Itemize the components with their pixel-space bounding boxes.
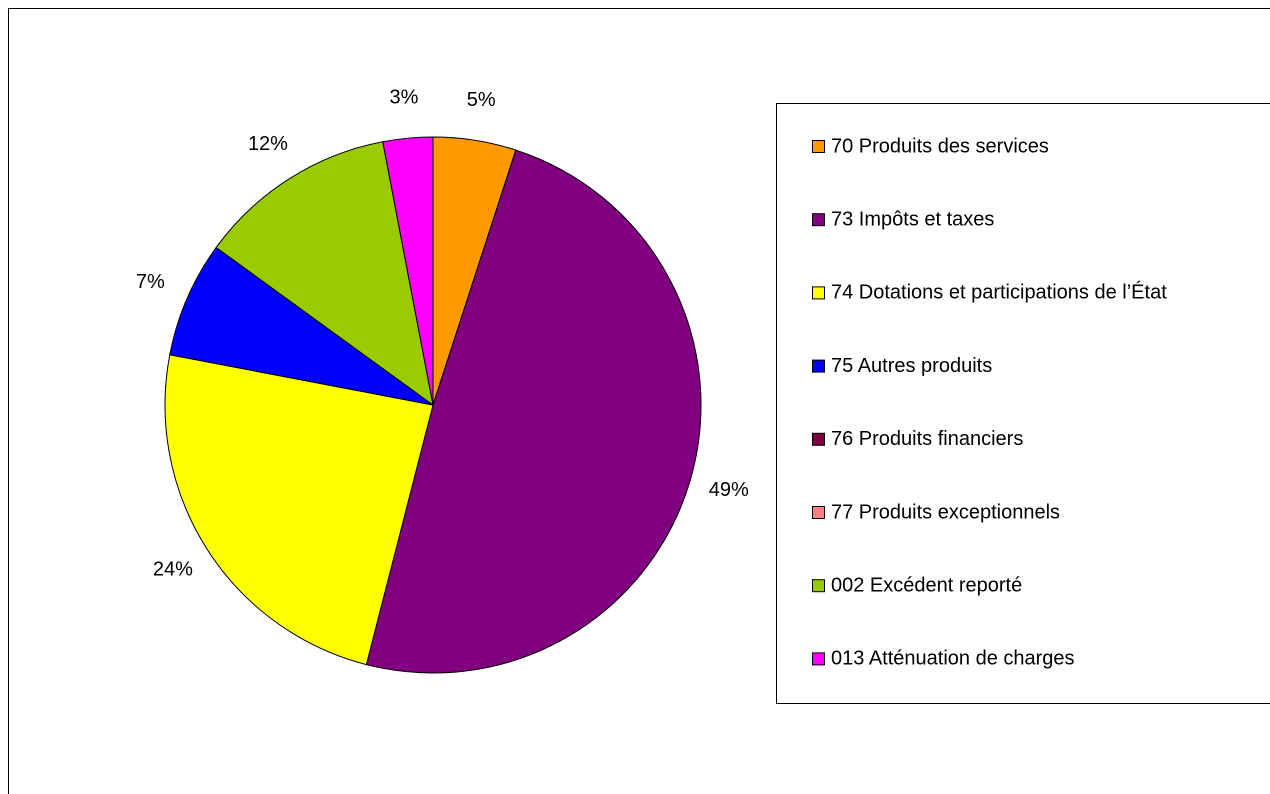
pie-slice (169, 246, 434, 406)
legend-label: 70 Produits des services (831, 135, 1049, 157)
legend-swatch (812, 506, 825, 519)
pie-slice (164, 354, 434, 666)
data-label: 24% (153, 558, 193, 580)
legend-swatch (812, 359, 825, 373)
legend-label: 013 Atténuation de charges (831, 648, 1075, 670)
legend-label: 75 Autres produits (831, 355, 992, 377)
data-label: 5% (467, 89, 496, 111)
legend-swatch (812, 432, 825, 446)
legend-swatch (812, 652, 825, 666)
pie-slice (365, 149, 702, 674)
legend-swatch (812, 286, 825, 300)
legend-label: 74 Dotations et participations de l’État (831, 281, 1167, 304)
legend-label: 73 Impôts et taxes (831, 208, 994, 230)
legend-swatch (812, 213, 825, 227)
legend-swatch (812, 140, 825, 153)
legend-box (776, 103, 1270, 704)
legend-label: 77 Produits exceptionnels (831, 501, 1060, 523)
data-label: 12% (248, 133, 288, 155)
legend-label: 002 Excédent reporté (831, 574, 1022, 596)
data-label: 7% (136, 271, 165, 293)
pie-slice (382, 136, 434, 406)
data-label: 3% (390, 87, 419, 109)
legend-label: 76 Produits financiers (831, 428, 1023, 450)
legend-swatch (812, 579, 825, 593)
pie-slice (215, 141, 434, 407)
data-label: 49% (709, 479, 749, 501)
